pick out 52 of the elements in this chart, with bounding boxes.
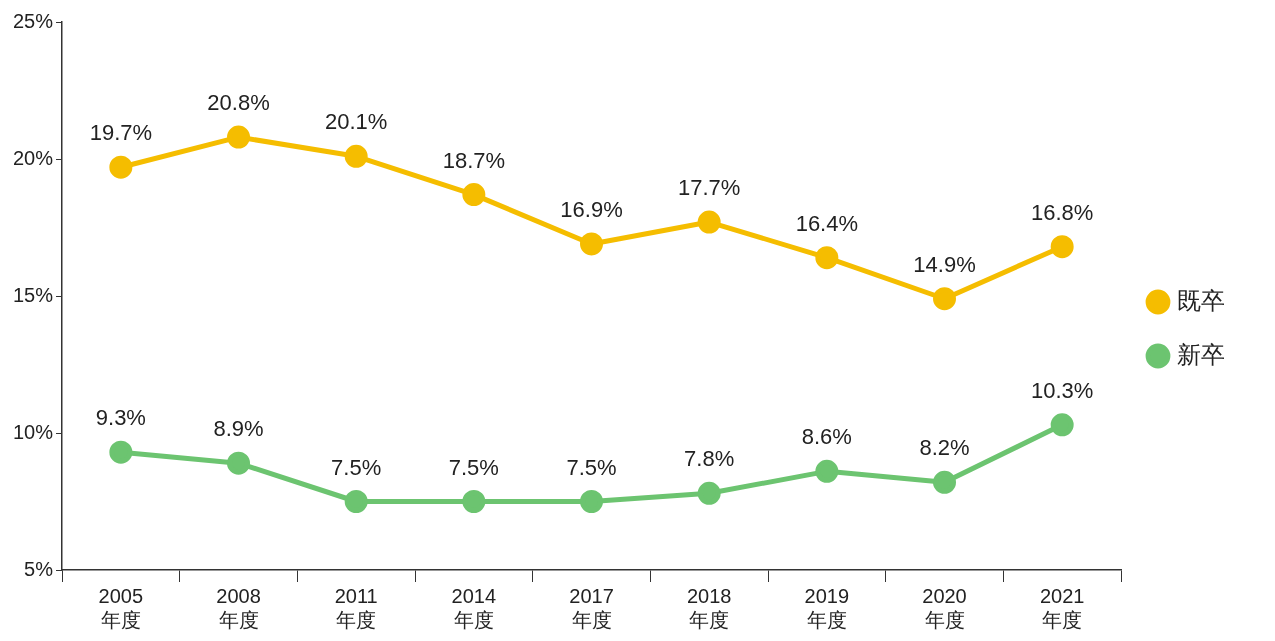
data-label: 16.4% <box>795 210 859 236</box>
point <box>933 470 957 494</box>
point <box>580 232 604 256</box>
point <box>1050 235 1074 259</box>
point <box>462 183 486 207</box>
data-label: 7.5% <box>566 454 617 480</box>
point <box>933 287 957 311</box>
y-tick-label: 10% <box>13 420 54 443</box>
x-tick-label: 2008 年度 <box>216 584 261 631</box>
data-label: 20.8% <box>207 90 270 116</box>
x-tick-label: 2018 年度 <box>686 584 732 631</box>
x-tick-label: 2019 年度 <box>804 584 850 631</box>
data-label: 7.5% <box>448 454 499 480</box>
y-tick-label: 5% <box>24 557 54 580</box>
x-tick-label: 2011 年度 <box>334 584 378 631</box>
data-label: 7.5% <box>331 454 382 480</box>
point <box>697 481 721 505</box>
y-tick-label: 20% <box>13 146 54 169</box>
data-label: 8.2% <box>919 435 970 461</box>
point <box>815 246 839 270</box>
point <box>697 210 721 234</box>
point <box>344 490 368 513</box>
data-label: 16.8% <box>1030 199 1094 225</box>
point <box>109 155 133 179</box>
point <box>1050 413 1074 437</box>
point <box>580 490 604 513</box>
y-tick-label: 15% <box>13 283 54 306</box>
point <box>109 440 133 464</box>
legend-label: 新卒 <box>1177 340 1225 368</box>
point <box>815 459 839 483</box>
data-label: 8.9% <box>213 416 264 442</box>
data-label: 19.7% <box>89 120 153 146</box>
x-tick-label: 2021 年度 <box>1039 584 1085 631</box>
point <box>227 451 251 475</box>
point <box>462 490 486 513</box>
x-tick-label: 2005 年度 <box>98 584 144 631</box>
point <box>344 144 368 168</box>
data-label: 7.8% <box>684 446 735 472</box>
data-label: 9.3% <box>95 405 146 431</box>
y-tick-label: 25% <box>13 9 54 32</box>
point <box>227 125 251 149</box>
x-tick-label: 2017 年度 <box>569 584 614 631</box>
data-label: 10.3% <box>1030 377 1094 403</box>
data-label: 17.7% <box>677 175 741 201</box>
data-label: 8.6% <box>801 424 852 450</box>
x-tick-label: 2020 年度 <box>922 584 967 631</box>
x-tick-label: 2014 年度 <box>451 584 497 631</box>
data-label: 16.9% <box>560 197 623 222</box>
data-label: 14.9% <box>913 251 976 277</box>
data-label: 18.7% <box>442 147 506 173</box>
data-label: 20.1% <box>324 109 388 135</box>
legend-label: 既卒 <box>1177 286 1225 314</box>
